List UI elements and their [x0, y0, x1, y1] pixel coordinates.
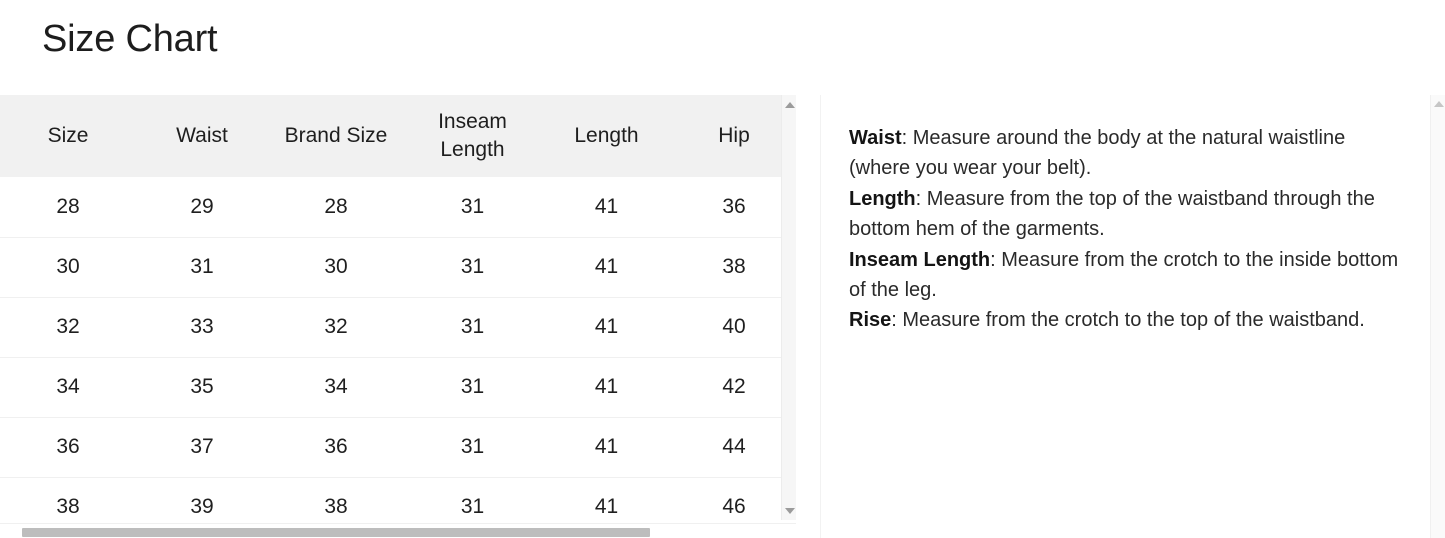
cell-size: 28 — [0, 177, 136, 238]
guide-text-waist: Measure around the body at the natural w… — [849, 127, 1346, 180]
page-vertical-scroll-thumb[interactable] — [1432, 112, 1445, 532]
guide-text-rise: Measure from the crotch to the top of th… — [902, 309, 1365, 332]
guide-term-rise: Rise — [849, 309, 892, 332]
column-header-waist[interactable]: Waist — [136, 95, 268, 177]
scroll-up-arrow-icon[interactable] — [782, 97, 797, 112]
guide-separator: : — [901, 127, 913, 149]
guide-separator: : — [915, 187, 927, 210]
cell-inseam-length: 31 — [404, 357, 541, 418]
cell-inseam-length: 31 — [404, 237, 541, 298]
cell-brand-size: 34 — [268, 357, 404, 418]
cell-length: 41 — [541, 297, 672, 358]
cell-length: 41 — [541, 237, 672, 298]
content-panes: Size Waist Brand Size Inseam Length Leng… — [0, 95, 1445, 538]
cell-brand-size: 28 — [268, 177, 404, 238]
cell-waist: 39 — [136, 477, 268, 520]
column-header-size[interactable]: Size — [0, 95, 136, 177]
table-vertical-scrollbar[interactable] — [781, 95, 796, 520]
cell-brand-size: 32 — [268, 297, 404, 358]
cell-inseam-length: 31 — [404, 177, 541, 238]
cell-length: 41 — [541, 177, 672, 238]
vertical-scroll-thumb[interactable] — [783, 113, 796, 501]
scroll-down-arrow-icon[interactable] — [782, 503, 797, 518]
cell-inseam-length: 31 — [404, 417, 541, 478]
guide-separator: : — [990, 248, 1002, 271]
cell-hip: 42 — [672, 357, 796, 418]
column-header-inseam-length[interactable]: Inseam Length — [404, 95, 541, 177]
cell-length: 41 — [541, 357, 672, 418]
cell-waist: 33 — [136, 297, 268, 358]
size-table-viewport[interactable]: Size Waist Brand Size Inseam Length Leng… — [0, 95, 796, 520]
table-body: 28 29 28 31 41 36 30 31 30 31 41 — [0, 177, 796, 520]
cell-brand-size: 30 — [268, 237, 404, 298]
cell-hip: 40 — [672, 297, 796, 358]
table-row: 34 35 34 31 41 42 — [0, 357, 796, 418]
cell-hip: 46 — [672, 477, 796, 520]
cell-inseam-length: 31 — [404, 477, 541, 520]
column-header-brand-size[interactable]: Brand Size — [268, 95, 404, 177]
column-header-length[interactable]: Length — [541, 95, 672, 177]
size-table-pane: Size Waist Brand Size Inseam Length Leng… — [0, 95, 820, 538]
horizontal-scroll-thumb[interactable] — [22, 528, 650, 537]
column-header-hip[interactable]: Hip — [672, 95, 796, 177]
guide-entry-rise: Rise: Measure from the crotch to the top… — [849, 305, 1411, 335]
table-header-row: Size Waist Brand Size Inseam Length Leng… — [0, 95, 796, 177]
page-title: Size Chart — [42, 18, 218, 60]
table-row: 36 37 36 31 41 44 — [0, 417, 796, 478]
table-header: Size Waist Brand Size Inseam Length Leng… — [0, 95, 796, 177]
table-row: 28 29 28 31 41 36 — [0, 177, 796, 238]
cell-length: 41 — [541, 417, 672, 478]
measurement-guide-text: Waist: Measure around the body at the na… — [849, 123, 1411, 336]
guide-entry-inseam-length: Inseam Length: Measure from the crotch t… — [849, 245, 1411, 306]
cell-waist: 29 — [136, 177, 268, 238]
page-vertical-scrollbar[interactable] — [1430, 95, 1445, 538]
cell-waist: 37 — [136, 417, 268, 478]
cell-brand-size: 36 — [268, 417, 404, 478]
cell-size: 38 — [0, 477, 136, 520]
guide-entry-length: Length: Measure from the top of the wais… — [849, 184, 1411, 245]
table-row: 38 39 38 31 41 46 — [0, 477, 796, 520]
guide-term-waist: Waist — [849, 127, 902, 149]
cell-length: 41 — [541, 477, 672, 520]
guide-entry-waist: Waist: Measure around the body at the na… — [849, 123, 1411, 184]
cell-inseam-length: 31 — [404, 297, 541, 358]
cell-brand-size: 38 — [268, 477, 404, 520]
guide-term-length: Length — [849, 187, 916, 210]
cell-size: 36 — [0, 417, 136, 478]
cell-hip: 44 — [672, 417, 796, 478]
guide-text-inseam-length: Measure from the crotch to the inside bo… — [849, 248, 1399, 301]
size-table: Size Waist Brand Size Inseam Length Leng… — [0, 95, 796, 520]
guide-separator: : — [891, 309, 903, 332]
cell-size: 34 — [0, 357, 136, 418]
table-horizontal-scrollbar[interactable] — [0, 523, 796, 538]
page-scroll-up-arrow-icon[interactable] — [1431, 96, 1445, 111]
cell-hip: 38 — [672, 237, 796, 298]
cell-size: 30 — [0, 237, 136, 298]
cell-waist: 35 — [136, 357, 268, 418]
table-row: 30 31 30 31 41 38 — [0, 237, 796, 298]
guide-term-inseam-length: Inseam Length — [849, 248, 991, 271]
cell-size: 32 — [0, 297, 136, 358]
cell-hip: 36 — [672, 177, 796, 238]
table-row: 32 33 32 31 41 40 — [0, 297, 796, 358]
guide-text-length: Measure from the top of the waistband th… — [849, 187, 1375, 241]
cell-waist: 31 — [136, 237, 268, 298]
measurement-guide-pane: Waist: Measure around the body at the na… — [820, 95, 1445, 538]
